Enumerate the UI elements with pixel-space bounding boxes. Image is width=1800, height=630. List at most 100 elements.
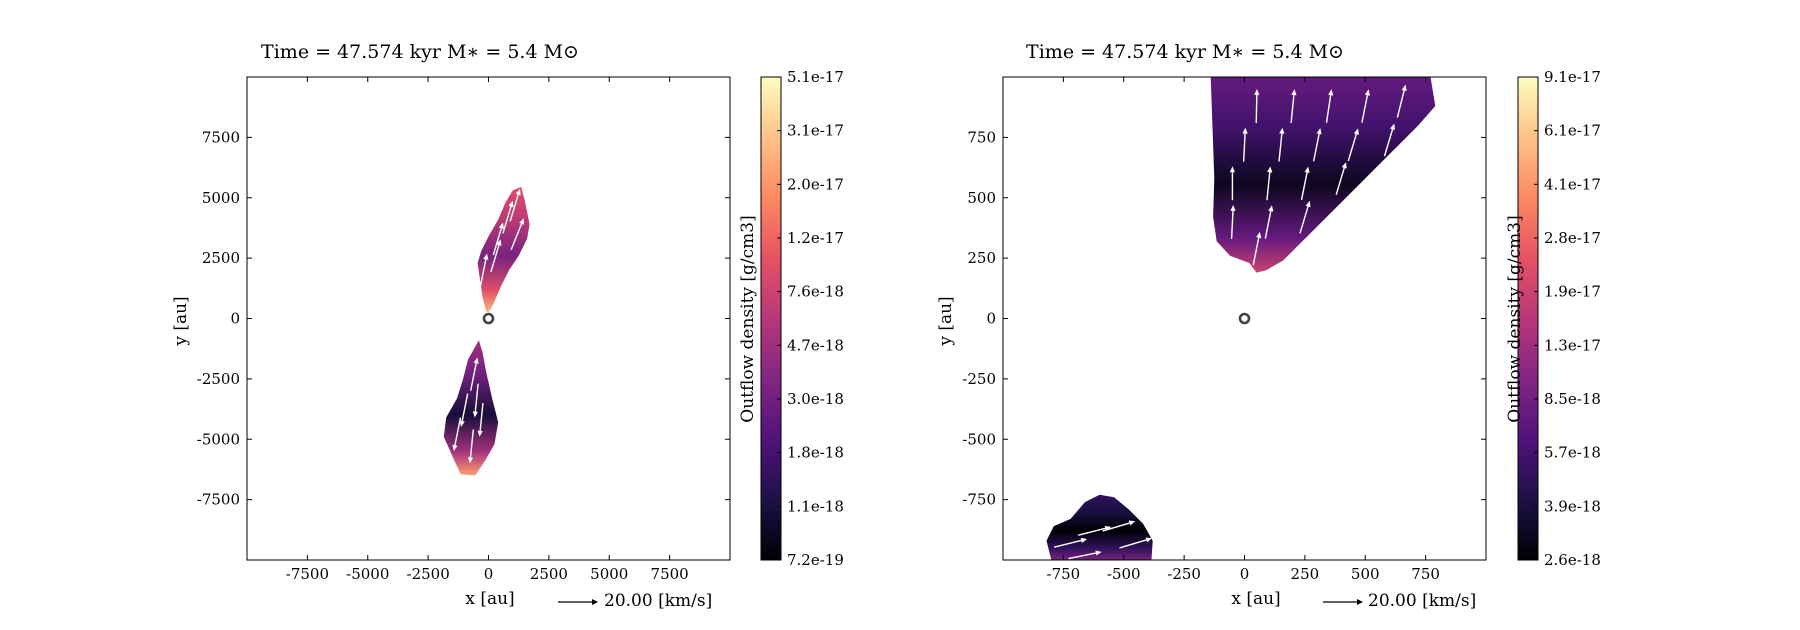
right-velocity-arrow xyxy=(1325,89,1334,123)
right-colorbar-tick-label: 8.5e-18 xyxy=(1544,390,1601,408)
right-plot-area: -750 -500 -250 0 250 500 750 -750 -500 -250 0 250 50… xyxy=(962,76,1487,583)
left-x-tick-label: 2500 xyxy=(530,565,568,583)
right-velocity-arrow xyxy=(1068,550,1102,560)
right-velocity-arrow xyxy=(1347,128,1359,162)
right-y-tick-label: -500 xyxy=(962,430,996,448)
right-colorbar: 2.6e-18 3.9e-18 5.7e-18 8.5e-18 1.3e-17 1.9e-… xyxy=(1517,68,1601,569)
right-outflow-region-2 xyxy=(1046,494,1153,560)
right-y-tick-label: -250 xyxy=(962,370,996,388)
right-x-tick-label: 750 xyxy=(1411,565,1440,583)
right-x-tick-label: 500 xyxy=(1351,565,1380,583)
left-y-tick-label: -7500 xyxy=(197,491,240,509)
right-x-axis-label: x [au] xyxy=(1231,589,1280,609)
left-star-marker xyxy=(482,312,495,325)
right-velocity-arrow xyxy=(1299,200,1311,234)
left-colorbar-label: Outflow density [g/cm3] xyxy=(738,215,758,422)
left-colorbar: 7.2e-19 1.1e-18 1.8e-18 3.0e-18 4.7e-18 7.6e-… xyxy=(760,68,844,569)
right-velocity-arrow xyxy=(1278,127,1285,162)
right-y-tick-label: 250 xyxy=(967,249,996,267)
left-velocity-arrow xyxy=(472,383,479,418)
left-colorbar-tick-label: 7.6e-18 xyxy=(787,283,844,301)
right-colorbar-tick-label: 2.6e-18 xyxy=(1544,551,1601,569)
right-velocity-arrow xyxy=(1264,205,1274,239)
left-x-tick-label: -5000 xyxy=(346,565,389,583)
left-colorbar-tick-label: 1.8e-18 xyxy=(787,444,844,462)
left-velocity-arrow xyxy=(510,218,524,251)
right-colorbar-tick-label: 3.9e-18 xyxy=(1544,497,1601,515)
right-quiver-key: 20.00 [km/s] xyxy=(1323,591,1476,611)
left-velocity-arrow xyxy=(479,253,489,288)
right-panel: Time = 47.574 kyr M∗ = 5.4 M⊙ -750 -500 -2… xyxy=(936,41,1601,611)
left-colorbar-tick-label: 7.2e-19 xyxy=(787,551,844,569)
right-velocity-arrow xyxy=(1266,166,1273,201)
left-outflow-region-2 xyxy=(443,340,499,476)
left-y-tick-label: -2500 xyxy=(197,370,240,388)
right-y-tick-label: 750 xyxy=(967,128,996,146)
right-velocity-arrow xyxy=(1053,537,1088,548)
right-velocity-arrow xyxy=(1119,537,1153,549)
left-quiver-key-arrowhead xyxy=(592,599,598,605)
left-quiver-key: 20.00 [km/s] xyxy=(558,591,712,611)
left-velocity-arrow xyxy=(469,357,479,391)
left-x-tick-label: 5000 xyxy=(590,565,628,583)
right-velocity-arrow xyxy=(1335,162,1347,195)
right-velocity-arrow xyxy=(1229,166,1236,201)
right-colorbar-tick-label: 5.7e-18 xyxy=(1544,444,1601,462)
left-y-tick-label: 7500 xyxy=(202,128,240,146)
left-y-tick-label: 0 xyxy=(230,310,240,328)
right-velocity-arrow xyxy=(1230,204,1236,239)
left-x-axis-label: x [au] xyxy=(465,589,514,609)
left-x-tick-label: 0 xyxy=(484,565,494,583)
right-velocity-arrow xyxy=(1361,89,1370,123)
right-x-tick-label: -750 xyxy=(1047,565,1081,583)
left-colorbar-tick-label: 2.0e-17 xyxy=(787,175,844,193)
right-y-tick-label: 0 xyxy=(986,310,996,328)
left-velocity-arrow xyxy=(477,402,484,437)
right-y-axis-label: y [au] xyxy=(936,296,956,346)
right-colorbar-label: Outflow density [g/cm3] xyxy=(1505,215,1525,422)
left-plot-frame xyxy=(246,76,731,561)
right-colorbar-tick-label: 1.3e-17 xyxy=(1544,336,1601,354)
right-x-tick-label: 0 xyxy=(1240,565,1250,583)
right-velocity-arrow xyxy=(1383,123,1396,157)
left-velocity-arrow xyxy=(467,429,474,464)
left-colorbar-tick-label: 1.1e-18 xyxy=(787,497,844,515)
left-plot-area: -7500 -5000 -2500 0 2500 5000 7500 -7500 -5000 -2… xyxy=(197,76,731,583)
left-velocity-arrow xyxy=(459,393,469,427)
left-y-tick-label: 5000 xyxy=(202,189,240,207)
left-plot-content xyxy=(443,186,530,476)
right-y-tick-label: 500 xyxy=(967,189,996,207)
right-star-marker xyxy=(1238,312,1251,325)
left-colorbar-tick-label: 3.0e-18 xyxy=(787,390,844,408)
left-colorbar-tick-label: 4.7e-18 xyxy=(787,336,844,354)
right-x-tick-label: 250 xyxy=(1291,565,1320,583)
left-velocity-arrow xyxy=(502,200,514,234)
left-y-tick-label: -5000 xyxy=(197,430,240,448)
left-panel: Time = 47.574 kyr M∗ = 5.4 M⊙ -7500 -5000… xyxy=(171,41,844,611)
left-quiver-key-label: 20.00 [km/s] xyxy=(604,591,712,611)
right-velocity-arrow xyxy=(1102,520,1136,532)
left-y-axis-label: y [au] xyxy=(171,296,191,346)
right-panel-title: Time = 47.574 kyr M∗ = 5.4 M⊙ xyxy=(1026,41,1344,63)
right-x-tick-label: -500 xyxy=(1107,565,1141,583)
right-colorbar-tick-label: 6.1e-17 xyxy=(1544,122,1601,140)
right-velocity-arrow xyxy=(1290,89,1297,123)
left-y-tick-label: 2500 xyxy=(202,249,240,267)
left-velocity-arrow xyxy=(492,222,504,256)
right-colorbar-tick-label: 1.9e-17 xyxy=(1544,283,1601,301)
right-velocity-arrow xyxy=(1396,84,1407,118)
left-x-tick-label: -7500 xyxy=(286,565,329,583)
right-y-tick-label: -750 xyxy=(962,491,996,509)
right-colorbar-tick-label: 4.1e-17 xyxy=(1544,175,1601,193)
right-velocity-arrow xyxy=(1300,166,1310,201)
left-colorbar-tick-label: 5.1e-17 xyxy=(787,68,844,86)
right-colorbar-gradient xyxy=(1517,76,1539,561)
right-velocity-arrow xyxy=(1254,88,1260,123)
right-velocity-arrow xyxy=(1252,231,1262,266)
right-quiver-key-arrowhead xyxy=(1357,599,1363,605)
right-plot-content xyxy=(1046,77,1436,560)
left-colorbar-gradient xyxy=(760,76,782,561)
left-colorbar-tick-label: 3.1e-17 xyxy=(787,122,844,140)
left-velocity-arrow xyxy=(452,417,462,452)
